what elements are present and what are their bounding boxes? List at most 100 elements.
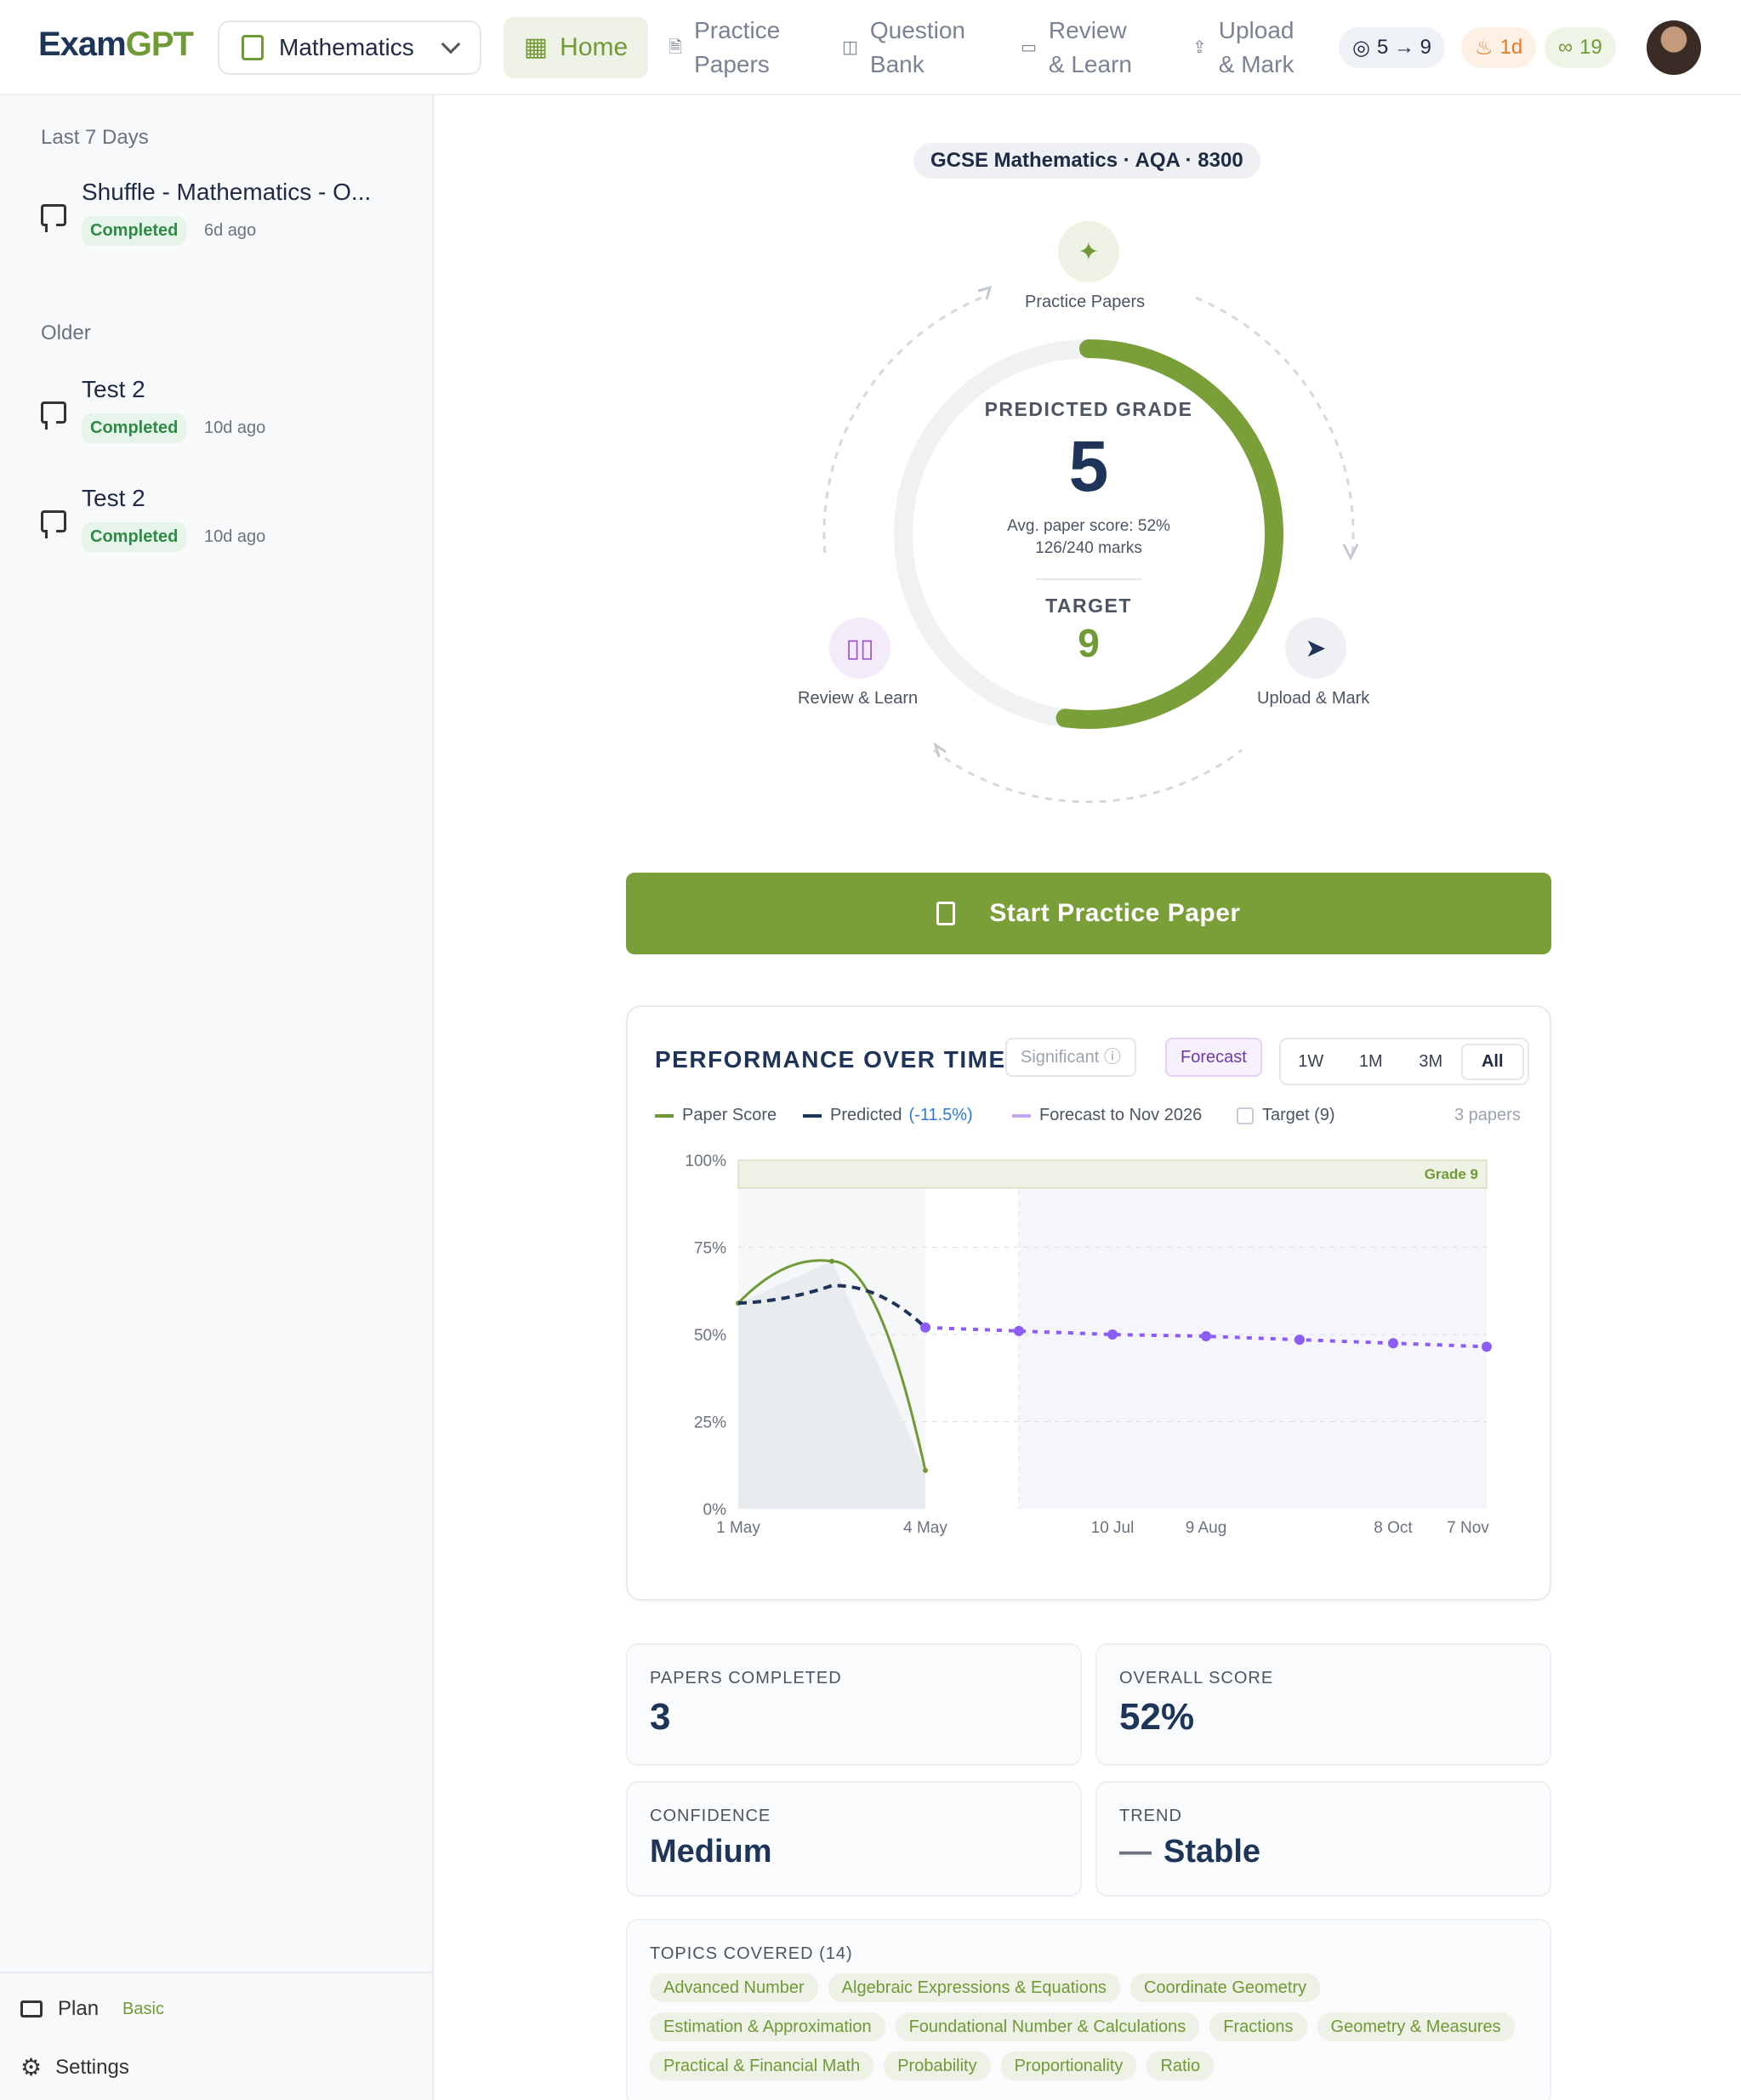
topic-chip[interactable]: Practical & Financial Math: [650, 2052, 874, 2080]
legend-swatch: [655, 1113, 674, 1118]
status-badge: Completed: [82, 413, 187, 443]
start-practice-button[interactable]: Start Practice Paper: [626, 873, 1551, 954]
plan-label: Plan: [58, 1997, 100, 2020]
x-tick-label: 10 Jul: [1091, 1519, 1135, 1537]
legend-paper-label: Paper Score: [682, 1106, 777, 1124]
range-all[interactable]: All: [1460, 1043, 1524, 1080]
performance-chart: Grade 9 100% 75% 50% 25% 0%1 May 4 May 10 Jul 9 …: [685, 1152, 1492, 1537]
range-selector: 1W 1M 3M All: [1279, 1038, 1529, 1085]
topic-chip[interactable]: Geometry & Measures: [1317, 2012, 1515, 2041]
range-1w[interactable]: 1W: [1298, 1051, 1324, 1071]
doc-icon: 🗎: [669, 38, 683, 57]
points-pill[interactable]: ∞ 19: [1545, 27, 1616, 68]
grade-pill[interactable]: ◎ 5 → 9: [1339, 27, 1445, 68]
topics-card: TOPICS COVERED (14) Advanced Number Algeb…: [626, 1919, 1551, 2100]
practice-node-label: Practice Papers: [1025, 293, 1146, 311]
legend-target[interactable]: Target (9): [1237, 1106, 1335, 1125]
history-item-time: 10d ago: [204, 418, 266, 437]
y-tick-label: 50%: [694, 1327, 726, 1345]
help-icon: ⓘ: [1103, 1048, 1121, 1067]
topic-chip[interactable]: Fractions: [1209, 2012, 1307, 2041]
predicted-label: PREDICTED GRADE: [985, 398, 1193, 420]
nav-question-label: Question Bank: [869, 17, 965, 77]
avatar[interactable]: [1647, 20, 1701, 75]
book-icon: ◫: [842, 38, 858, 57]
topic-chip[interactable]: Ratio: [1146, 2052, 1215, 2080]
stat-papers: PAPERS COMPLETED 3: [626, 1643, 1082, 1766]
practice-node[interactable]: ✦: [1058, 221, 1119, 282]
significant-label: Significant: [1021, 1048, 1100, 1067]
significant-toggle[interactable]: Significant ⓘ: [1005, 1038, 1136, 1077]
history-item[interactable]: Shuffle - Mathematics - O... Completed 6…: [41, 179, 398, 255]
legend-forecast-label: Forecast to Nov 2026: [1039, 1106, 1203, 1124]
x-tick-label: 4 May: [903, 1519, 947, 1537]
paper-score-area: [738, 1261, 925, 1509]
topic-chip[interactable]: Estimation & Approximation: [650, 2012, 885, 2041]
topic-chip[interactable]: Advanced Number: [650, 1973, 818, 2002]
topic-chip[interactable]: Coordinate Geometry: [1129, 1973, 1321, 2002]
app-logo[interactable]: ExamGPT: [38, 26, 194, 64]
chat-bubble-icon: [41, 204, 66, 232]
streak-pill[interactable]: ♨ 1d: [1461, 27, 1537, 68]
history-item[interactable]: Test 2 Completed 10d ago: [41, 485, 398, 561]
plan-row[interactable]: Plan Basic: [20, 1997, 164, 2021]
target-band: [737, 1159, 1488, 1189]
stat-label: PAPERS COMPLETED: [650, 1669, 842, 1687]
stat-value: 52%: [1119, 1696, 1195, 1738]
forecast-label: Forecast: [1181, 1048, 1247, 1067]
arrow-icon: [1342, 543, 1359, 561]
x-tick-label: 9 Aug: [1186, 1519, 1227, 1537]
send-icon: ➤: [1305, 634, 1327, 663]
y-tick-label: 25%: [694, 1414, 726, 1432]
series-line-paper-score: [737, 1259, 927, 1471]
stat-value: — Stable: [1119, 1834, 1260, 1870]
top-bar: ExamGPT Mathematics ▦ Home 🗎 Practice Pape…: [0, 0, 1741, 95]
nav-home[interactable]: ▦ Home: [504, 17, 648, 78]
data-point: [1294, 1335, 1305, 1346]
predicted-delta: (-11.5%): [908, 1106, 973, 1124]
trend-value: Stable: [1164, 1834, 1261, 1870]
cycle-arc: [822, 296, 982, 555]
upload-node[interactable]: ➤: [1285, 617, 1346, 679]
topic-chip[interactable]: Probability: [884, 2052, 991, 2080]
checkbox[interactable]: [1237, 1107, 1254, 1124]
nav-practice-papers[interactable]: 🗎 Practice Papers: [669, 17, 780, 78]
card-icon: [20, 2000, 43, 2017]
history-item[interactable]: Test 2 Completed 10d ago: [41, 376, 398, 452]
sparkle-icon: ✦: [1078, 237, 1100, 266]
legend-paper: Paper Score: [655, 1106, 777, 1125]
document-icon: [936, 902, 956, 925]
data-point: [1482, 1341, 1492, 1352]
topic-chip[interactable]: Foundational Number & Calculations: [895, 2012, 1200, 2041]
calculator-icon: [242, 35, 264, 60]
settings-row[interactable]: ⚙ Settings: [20, 2053, 129, 2081]
stat-label: CONFIDENCE: [650, 1807, 771, 1825]
topic-chip[interactable]: Algebraic Expressions & Equations: [828, 1973, 1120, 2002]
arrow-icon: [933, 742, 947, 758]
topics-list: Advanced Number Algebraic Expressions & E…: [650, 1973, 1543, 2080]
grade-ring-progress: [894, 339, 1283, 729]
range-1m[interactable]: 1M: [1358, 1051, 1383, 1071]
forecast-toggle[interactable]: Forecast: [1165, 1038, 1262, 1077]
legend-swatch: [803, 1113, 822, 1118]
review-node[interactable]: ▯▯: [829, 617, 890, 679]
nav-upload-mark[interactable]: ⇪ Upload & Mark: [1192, 17, 1294, 78]
marks-score: 126/240 marks: [1035, 539, 1142, 557]
stat-value: 3: [650, 1696, 671, 1738]
range-3m[interactable]: 3M: [1419, 1051, 1443, 1071]
nav-question-bank[interactable]: ◫ Question Bank: [842, 17, 965, 78]
nav-home-label: Home: [560, 33, 629, 61]
gear-icon: ⚙: [20, 2054, 43, 2080]
subject-selector[interactable]: Mathematics: [218, 20, 481, 75]
target-icon: ◎: [1352, 36, 1370, 60]
streak-pill-label: 1d: [1499, 36, 1523, 59]
status-badge: Completed: [82, 522, 187, 552]
trend-flat-icon: —: [1119, 1834, 1152, 1870]
arrow-icon: [977, 285, 993, 300]
logo-text-2: GPT: [125, 26, 194, 63]
nav-upload-label: Upload & Mark: [1218, 17, 1294, 77]
performance-title: PERFORMANCE OVER TIME: [655, 1046, 1006, 1073]
topic-chip[interactable]: Proportionality: [1000, 2052, 1137, 2080]
nav-review-learn[interactable]: ▭ Review & Learn: [1021, 17, 1132, 78]
y-tick-label: 100%: [685, 1152, 726, 1170]
